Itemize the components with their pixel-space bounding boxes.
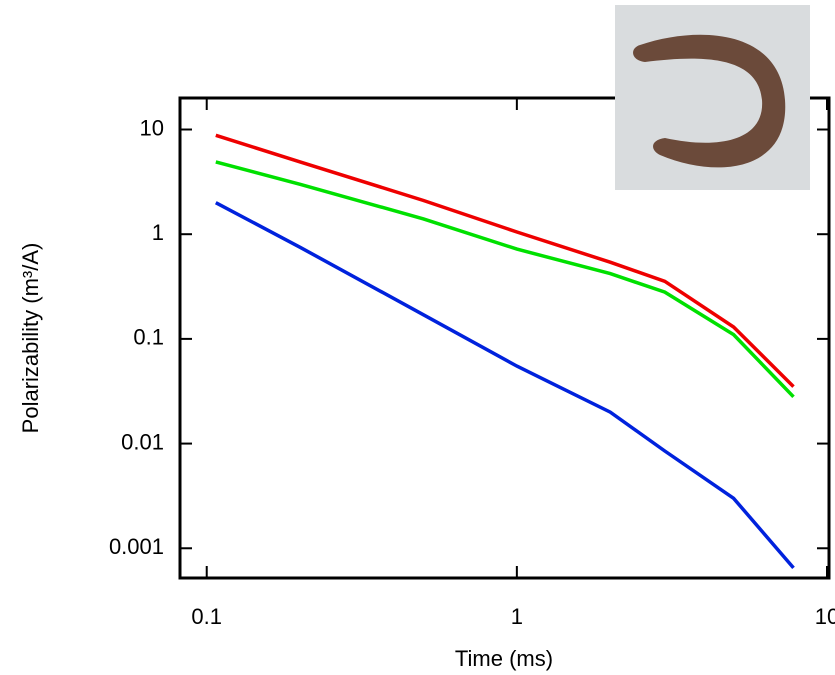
- x-tick-label: 10: [815, 604, 835, 629]
- y-tick-label: 0.001: [109, 534, 164, 559]
- y-tick-label: 0.01: [121, 429, 164, 454]
- plot-frame: [178, 96, 831, 580]
- y-tick-label: 0.1: [133, 325, 164, 350]
- x-tick-label: 1: [511, 604, 523, 629]
- series-line: [214, 201, 795, 570]
- series-line: [215, 160, 795, 399]
- y-axis-label: Polarizability (m³/A): [18, 243, 43, 434]
- series-line: [215, 133, 795, 388]
- x-tick-label: 0.1: [191, 604, 222, 629]
- x-axis-label: Time (ms): [455, 646, 553, 671]
- inset-photo: [615, 5, 810, 190]
- y-tick-label: 1: [152, 220, 164, 245]
- specimen: [633, 34, 786, 168]
- y-tick-label: 10: [140, 115, 164, 140]
